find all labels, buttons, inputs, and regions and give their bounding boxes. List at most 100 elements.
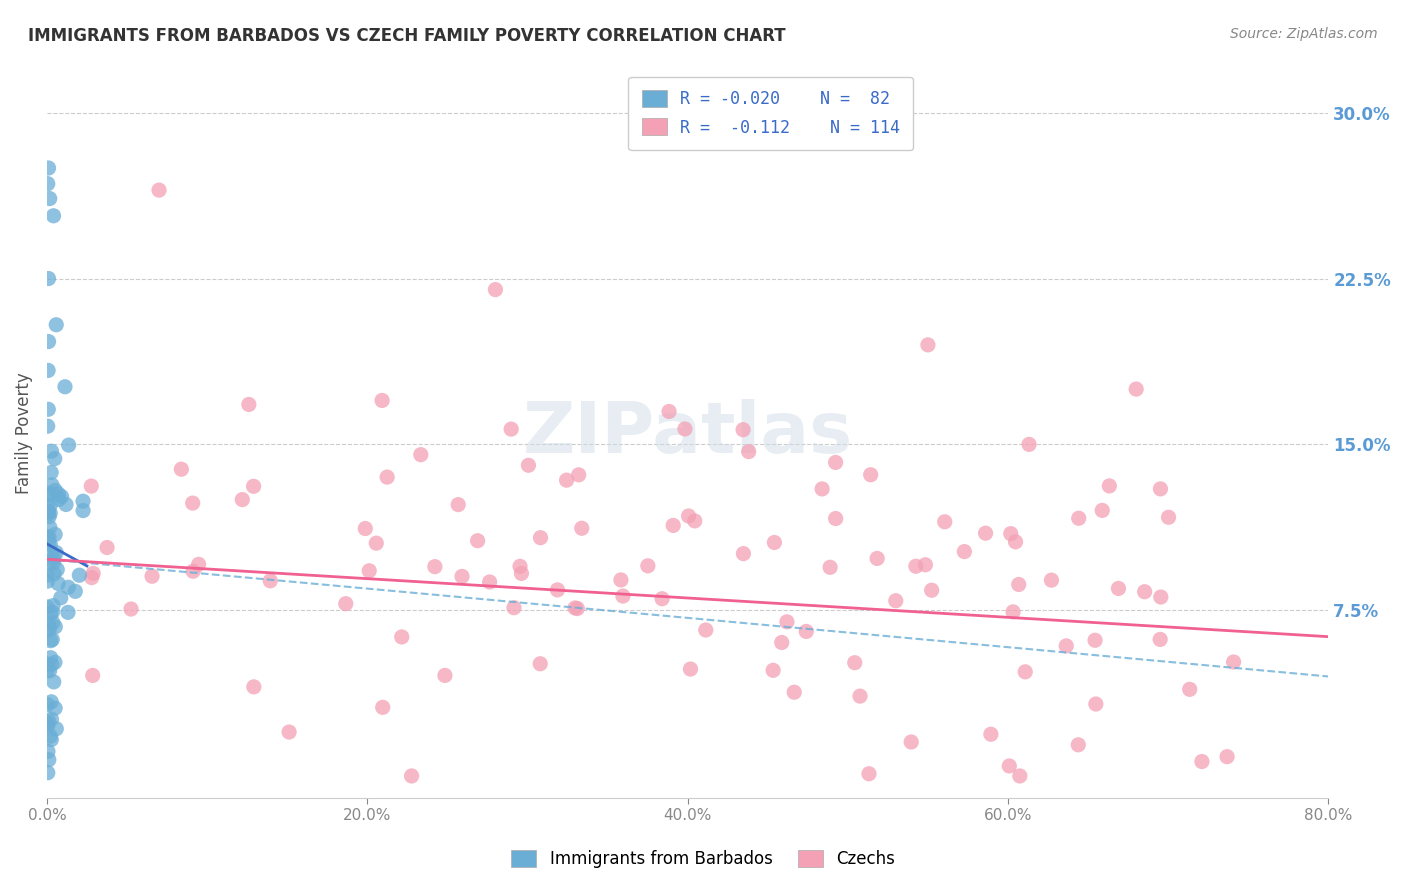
Czechs	[571, 521, 593, 535]
Immigrants from Barbados	[42, 566, 65, 581]
Czechs	[1067, 738, 1090, 752]
Czechs	[1133, 584, 1156, 599]
Czechs	[278, 725, 301, 739]
Czechs	[980, 727, 1002, 741]
Czechs	[238, 397, 260, 411]
Czechs	[1084, 633, 1107, 648]
Czechs	[243, 680, 266, 694]
Immigrants from Barbados	[41, 712, 63, 726]
Immigrants from Barbados	[35, 599, 58, 614]
Czechs	[354, 522, 377, 536]
Czechs	[824, 511, 846, 525]
Immigrants from Barbados	[72, 494, 94, 508]
Immigrants from Barbados	[39, 538, 62, 552]
Immigrants from Barbados	[37, 657, 59, 671]
Immigrants from Barbados	[44, 527, 66, 541]
Immigrants from Barbados	[42, 599, 65, 613]
Immigrants from Barbados	[41, 547, 63, 561]
Czechs	[974, 526, 997, 541]
Czechs	[564, 601, 586, 615]
Immigrants from Barbados	[39, 466, 62, 480]
Immigrants from Barbados	[37, 161, 59, 175]
Czechs	[637, 558, 659, 573]
Czechs	[610, 573, 633, 587]
Czechs	[1191, 755, 1213, 769]
Czechs	[1014, 665, 1036, 679]
Czechs	[733, 423, 755, 437]
Czechs	[529, 657, 551, 671]
Immigrants from Barbados	[37, 744, 59, 758]
Immigrants from Barbados	[45, 545, 67, 559]
Czechs	[517, 458, 540, 473]
Czechs	[783, 685, 806, 699]
Immigrants from Barbados	[44, 701, 66, 715]
Czechs	[1084, 697, 1107, 711]
Czechs	[1000, 526, 1022, 541]
Immigrants from Barbados	[44, 451, 66, 466]
Czechs	[770, 635, 793, 649]
Czechs	[914, 558, 936, 572]
Czechs	[934, 515, 956, 529]
Czechs	[447, 498, 470, 512]
Czechs	[849, 689, 872, 703]
Immigrants from Barbados	[45, 722, 67, 736]
Czechs	[921, 583, 943, 598]
Legend: R = -0.020    N =  82, R =  -0.112    N = 114: R = -0.020 N = 82, R = -0.112 N = 114	[628, 77, 914, 150]
Immigrants from Barbados	[39, 732, 62, 747]
Czechs	[733, 547, 755, 561]
Immigrants from Barbados	[38, 334, 60, 349]
Czechs	[738, 444, 761, 458]
Immigrants from Barbados	[37, 498, 59, 512]
Czechs	[824, 455, 846, 469]
Czechs	[1125, 382, 1147, 396]
Czechs	[1091, 503, 1114, 517]
Immigrants from Barbados	[38, 486, 60, 500]
Czechs	[1018, 437, 1040, 451]
Czechs	[1149, 482, 1171, 496]
Czechs	[231, 492, 253, 507]
Immigrants from Barbados	[39, 607, 62, 621]
Czechs	[259, 574, 281, 588]
Immigrants from Barbados	[45, 318, 67, 332]
Czechs	[555, 473, 578, 487]
Immigrants from Barbados	[41, 478, 63, 492]
Immigrants from Barbados	[58, 438, 80, 452]
Czechs	[763, 535, 786, 549]
Czechs	[170, 462, 193, 476]
Czechs	[509, 559, 531, 574]
Czechs	[335, 597, 357, 611]
Czechs	[859, 467, 882, 482]
Immigrants from Barbados	[56, 606, 79, 620]
Czechs	[762, 663, 785, 677]
Immigrants from Barbados	[55, 498, 77, 512]
Text: ZIPatlas: ZIPatlas	[523, 399, 852, 467]
Czechs	[467, 533, 489, 548]
Czechs	[695, 623, 717, 637]
Czechs	[678, 508, 700, 523]
Czechs	[546, 582, 568, 597]
Czechs	[401, 769, 423, 783]
Czechs	[1002, 605, 1025, 619]
Immigrants from Barbados	[46, 563, 69, 577]
Immigrants from Barbados	[49, 591, 72, 605]
Czechs	[683, 514, 706, 528]
Czechs	[1178, 682, 1201, 697]
Czechs	[776, 615, 799, 629]
Immigrants from Barbados	[41, 605, 63, 619]
Immigrants from Barbados	[44, 655, 66, 669]
Czechs	[567, 601, 589, 615]
Czechs	[900, 735, 922, 749]
Czechs	[794, 624, 817, 639]
Czechs	[82, 566, 104, 581]
Immigrants from Barbados	[58, 580, 80, 594]
Czechs	[371, 393, 394, 408]
Immigrants from Barbados	[37, 719, 59, 733]
Czechs	[612, 589, 634, 603]
Czechs	[662, 518, 685, 533]
Immigrants from Barbados	[37, 765, 59, 780]
Czechs	[82, 668, 104, 682]
Czechs	[1157, 510, 1180, 524]
Immigrants from Barbados	[53, 380, 76, 394]
Czechs	[478, 574, 501, 589]
Czechs	[811, 482, 834, 496]
